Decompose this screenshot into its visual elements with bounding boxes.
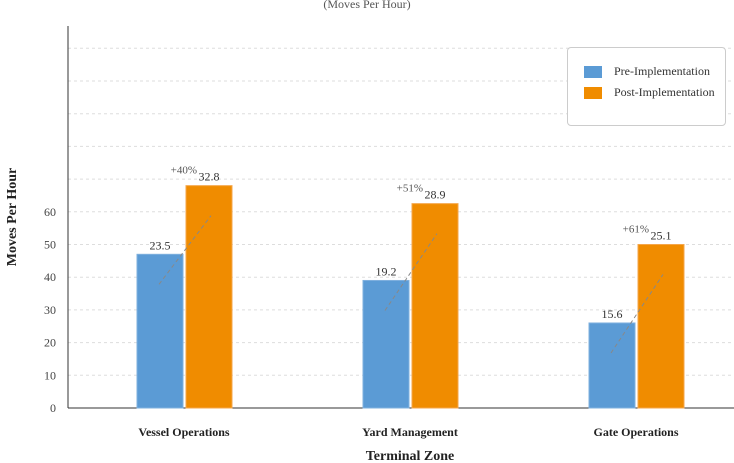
legend: Pre-Implementation Post-Implementation bbox=[567, 47, 726, 126]
legend-swatch-pre bbox=[584, 65, 602, 78]
legend-label-pre: Pre-Implementation bbox=[614, 64, 710, 78]
bar bbox=[588, 322, 636, 409]
data-label: 25.1 bbox=[651, 229, 672, 243]
annotation: +40% bbox=[171, 165, 197, 177]
legend-swatch-post bbox=[584, 86, 602, 99]
annotation: +61% bbox=[623, 224, 649, 236]
chart-subtitle: (Moves Per Hour) bbox=[323, 0, 411, 11]
y-tick-label: 50 bbox=[44, 238, 56, 252]
bar bbox=[362, 279, 410, 409]
x-tick-label: Vessel Operations bbox=[138, 425, 230, 439]
data-label: 23.5 bbox=[150, 238, 171, 252]
y-tick-label: 30 bbox=[44, 303, 56, 317]
x-axis-label: Terminal Zone bbox=[366, 449, 455, 463]
bar bbox=[637, 244, 685, 409]
y-tick-label: 0 bbox=[50, 401, 56, 415]
data-label: 15.6 bbox=[602, 307, 623, 321]
trend-line bbox=[158, 215, 212, 285]
x-tick-label: Yard Management bbox=[362, 425, 458, 439]
data-label: 32.8 bbox=[199, 170, 220, 184]
y-axis-label: Moves Per Hour bbox=[5, 168, 20, 267]
data-label: 28.9 bbox=[425, 188, 446, 202]
y-tick-label: 20 bbox=[44, 336, 56, 350]
bar bbox=[411, 203, 459, 409]
legend-item-pre: Pre-Implementation bbox=[584, 64, 710, 79]
trend-line bbox=[384, 233, 438, 311]
legend-label-post: Post-Implementation bbox=[614, 85, 715, 99]
y-tick-label: 60 bbox=[44, 205, 56, 219]
legend-item-post: Post-Implementation bbox=[584, 85, 715, 100]
bar bbox=[136, 253, 184, 409]
data-label: 19.2 bbox=[376, 264, 397, 278]
y-tick-label: 10 bbox=[44, 368, 56, 382]
trend-line bbox=[610, 274, 664, 354]
bar bbox=[185, 185, 233, 409]
annotation: +51% bbox=[397, 183, 423, 195]
x-tick-label: Gate Operations bbox=[594, 425, 679, 439]
y-tick-label: 40 bbox=[44, 270, 56, 284]
